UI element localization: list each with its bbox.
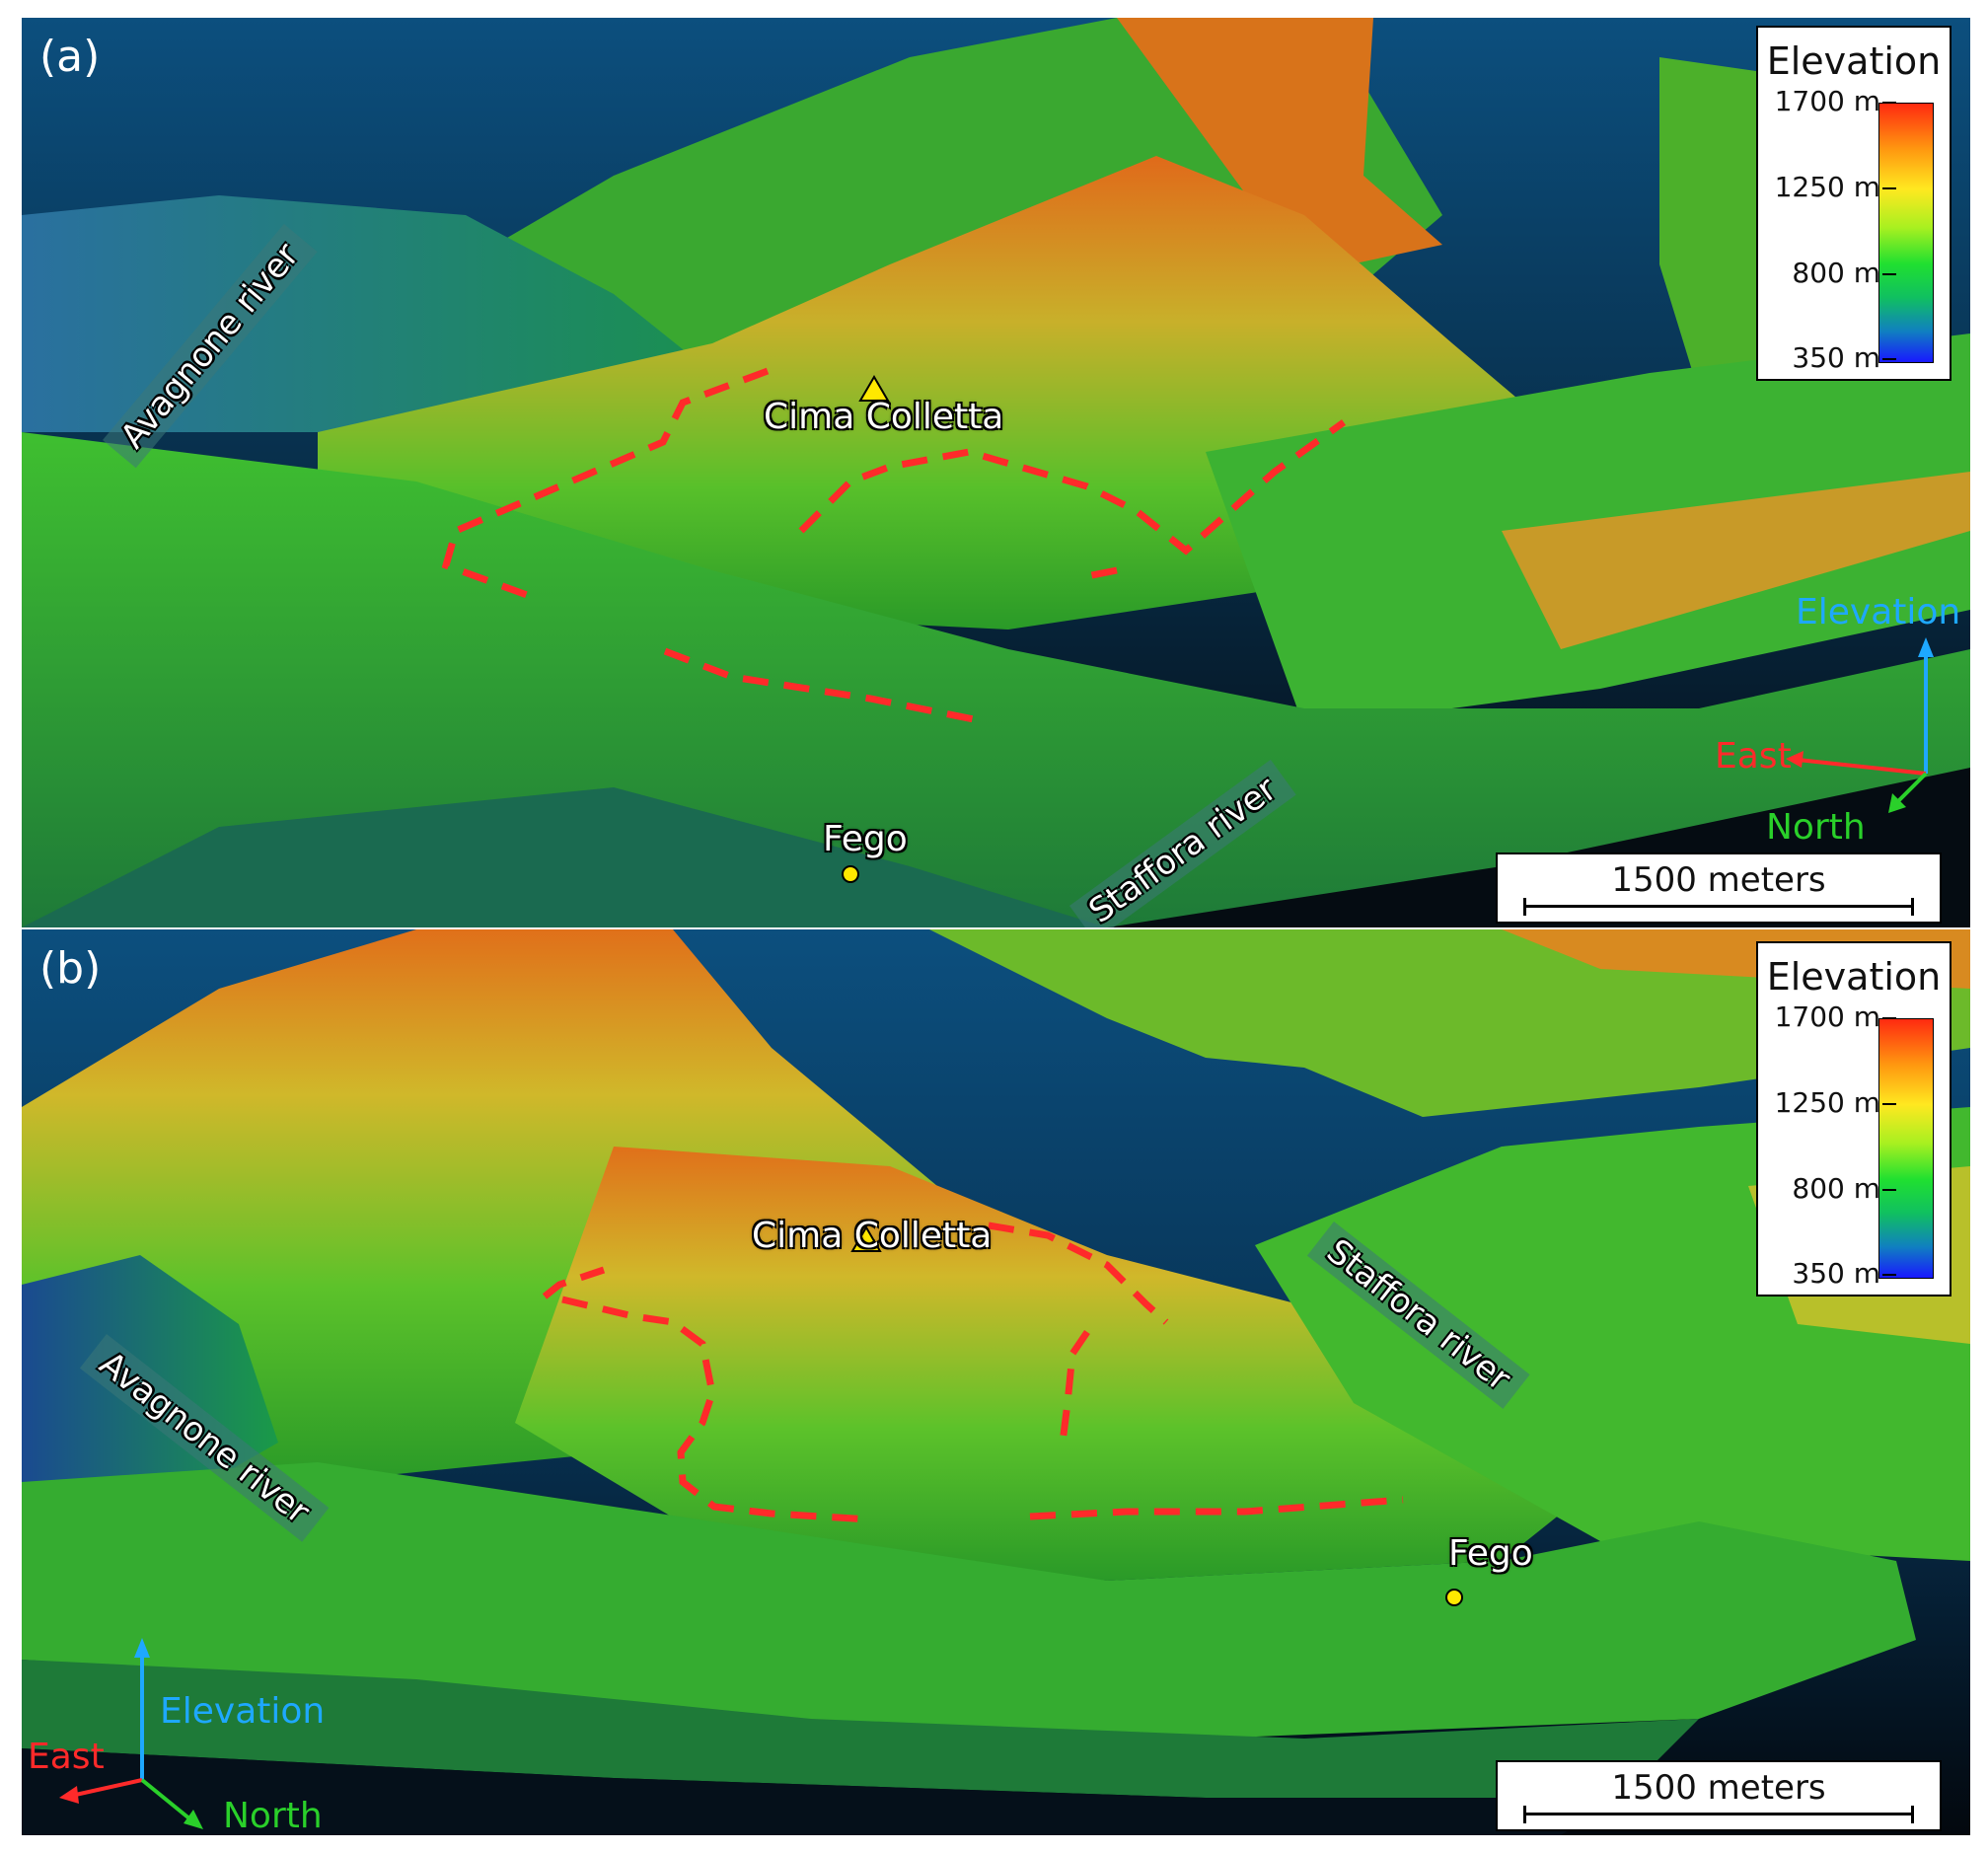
legend-tick: 1700 m — [1774, 85, 1897, 117]
scale-bar-label: 1500 meters — [1611, 860, 1826, 900]
peak-triangle-icon — [850, 1225, 882, 1252]
village-label: Fego — [1448, 1533, 1533, 1574]
axis-label-east: East — [28, 1737, 105, 1777]
axis-triad-icon — [1786, 637, 1934, 813]
legend-tick: 800 m — [1792, 1172, 1896, 1205]
axis-label-elevation: Elevation — [160, 1691, 326, 1732]
village-circle-icon — [1445, 1589, 1463, 1606]
legend-tick: 350 m — [1792, 1257, 1896, 1290]
panel-b: (b) Cima Colletta Fego Avagnone river St… — [22, 929, 1970, 1835]
peak-label: Cima Colletta — [764, 397, 1004, 437]
legend-tick: 1250 m — [1774, 171, 1897, 203]
legend-tick: 800 m — [1792, 257, 1896, 289]
legend-color-bar — [1878, 103, 1934, 363]
legend-tick: 350 m — [1792, 341, 1896, 374]
elevation-legend: Elevation 1700 m 1250 m 800 m 350 m — [1756, 26, 1951, 381]
scale-bar: 1500 meters — [1496, 1760, 1942, 1831]
village-label: Fego — [823, 819, 908, 859]
legend-color-bar — [1878, 1018, 1934, 1279]
terrain-render-a — [22, 18, 1970, 927]
panel-a: (a) Cima Colletta Fego Avagnone river St… — [22, 18, 1970, 927]
scale-bar-line — [1523, 1806, 1914, 1823]
village-circle-icon — [842, 865, 859, 883]
scale-bar-label: 1500 meters — [1611, 1768, 1826, 1808]
legend-title: Elevation — [1766, 39, 1942, 83]
landslide-boundary-a — [441, 367, 1347, 724]
scale-bar-line — [1523, 898, 1914, 916]
panel-label: (b) — [39, 943, 102, 994]
axis-triad-icon — [59, 1638, 203, 1829]
elevation-legend: Elevation 1700 m 1250 m 800 m 350 m — [1756, 941, 1951, 1296]
panel-label: (a) — [39, 32, 101, 82]
peak-triangle-icon — [858, 375, 890, 402]
legend-tick: 1700 m — [1774, 1000, 1897, 1033]
peak-label: Cima Colletta — [752, 1216, 993, 1256]
landslide-boundary-b — [542, 1222, 1404, 1523]
axis-label-elevation: Elevation — [1796, 592, 1961, 632]
axis-label-east: East — [1715, 736, 1792, 777]
scale-bar: 1500 meters — [1496, 852, 1942, 924]
axis-label-north: North — [223, 1796, 323, 1835]
legend-title: Elevation — [1766, 955, 1942, 999]
legend-tick: 1250 m — [1774, 1086, 1897, 1119]
axis-label-north: North — [1766, 807, 1866, 848]
